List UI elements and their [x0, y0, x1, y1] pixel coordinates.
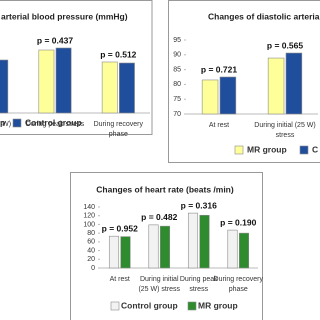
p-value-label: p = 0.190: [220, 217, 256, 227]
y-tick-label: 100: [83, 221, 95, 228]
legend-label: MR group: [247, 144, 287, 154]
y-tick-label: 75: [173, 96, 181, 103]
y-tick-label: 95: [173, 37, 181, 44]
bar: [199, 214, 210, 269]
y-tick-label: 120: [83, 213, 95, 220]
legend-label: Control group: [25, 117, 82, 127]
bar: [119, 62, 135, 114]
bar: [267, 57, 285, 115]
legend-swatch: [299, 145, 309, 155]
bar: [0, 59, 9, 114]
y-tick-label: 80: [173, 81, 181, 88]
p-value-label: p = 0.952: [102, 223, 138, 233]
y-tick-label: 0: [91, 265, 95, 272]
y-tick-label: 20: [87, 256, 95, 263]
legend-swatch: [110, 301, 120, 311]
p-value-label: p = 0.512: [100, 49, 136, 59]
bar: [187, 212, 199, 269]
panel-frame: [0, 0, 153, 135]
p-value-label: p = 0.565: [267, 40, 303, 50]
x-tick-label: During recovery phase: [214, 276, 264, 293]
x-tick-label: At rest: [209, 122, 229, 129]
panel-frame: [70, 172, 263, 320]
bar: [55, 47, 72, 114]
legend-label: Control group: [121, 300, 178, 310]
y-tick-label: 90: [173, 52, 181, 59]
chart-title: Changes of heart rate (beats /min): [96, 184, 234, 194]
bar: [120, 236, 131, 269]
x-tick-label: During recovery phase: [94, 121, 144, 138]
bar: [201, 79, 219, 115]
p-value-label: p = 0.721: [201, 64, 237, 74]
bar: [38, 49, 55, 114]
p-value-label: p = 0.482: [141, 212, 177, 222]
x-tick-label: During peak stress: [26, 121, 85, 128]
bar: [148, 224, 159, 269]
bar: [159, 225, 171, 269]
x-tick-label: During peak stress: [180, 276, 218, 293]
legend-label: p: [0, 117, 5, 127]
panel-frame: [168, 0, 320, 163]
legend-swatch: [12, 118, 22, 128]
bar: [238, 232, 250, 269]
bar: [108, 235, 120, 269]
chart-title: arterial blood pressure (mmHg): [1, 11, 128, 21]
bar: [219, 76, 237, 115]
y-tick-label: 60: [87, 239, 95, 246]
x-tick-label: During initial (25 W) stress: [254, 122, 315, 139]
p-value-label: p = 0.437: [37, 35, 73, 45]
y-tick-label: 40: [87, 247, 95, 254]
legend-label: C: [312, 144, 318, 154]
x-tick-label: At rest: [110, 276, 130, 283]
y-tick-label: 80: [87, 230, 95, 237]
x-tick-label: During initial (25 W) stress: [138, 276, 180, 293]
bar: [227, 229, 238, 269]
bar: [101, 61, 118, 114]
y-tick-label: 70: [173, 111, 181, 118]
chart-title: Changes of diastolic arteria: [208, 11, 320, 21]
bar: [285, 52, 303, 115]
legend-swatch: [187, 301, 197, 311]
x-tick-label: initial (25 W): [0, 121, 11, 128]
y-tick-label: 85: [173, 66, 181, 73]
p-value-label: p = 0.316: [181, 200, 217, 210]
legend-swatch: [234, 145, 244, 155]
y-tick-label: 140: [83, 204, 95, 211]
legend-label: MR group: [198, 300, 238, 310]
